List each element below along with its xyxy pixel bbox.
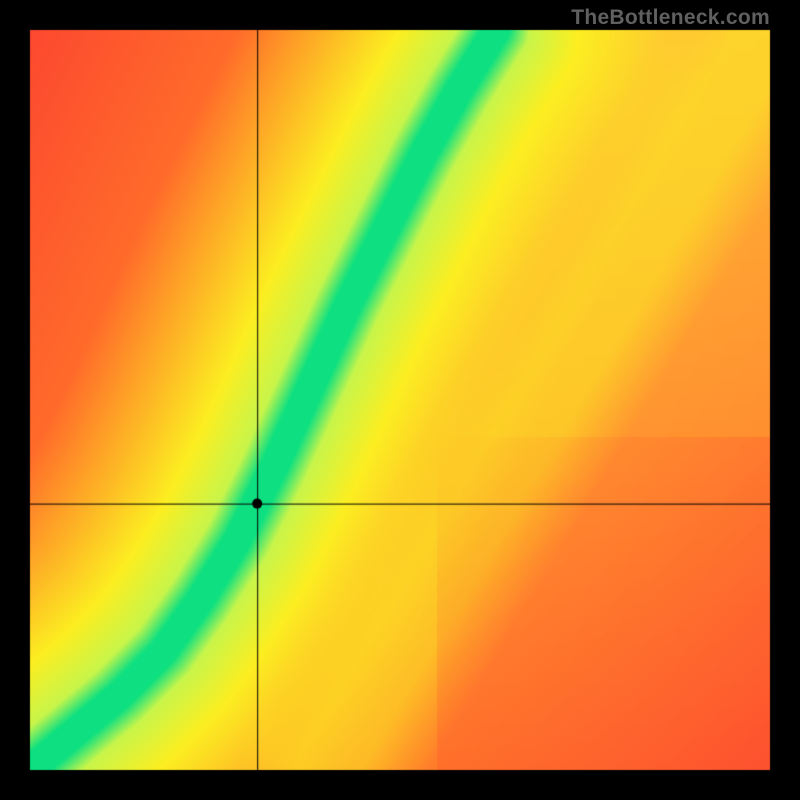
watermark-text: TheBottleneck.com bbox=[571, 6, 770, 30]
bottleneck-heatmap-canvas bbox=[0, 0, 800, 800]
chart-container: TheBottleneck.com bbox=[0, 0, 800, 800]
